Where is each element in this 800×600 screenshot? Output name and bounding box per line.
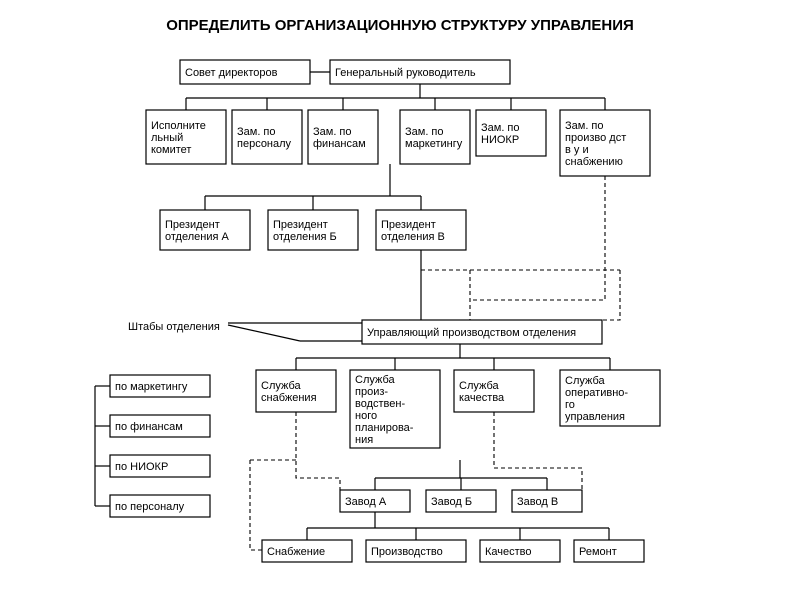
node-pofin: по финансам	[110, 415, 210, 437]
node-label: в у и	[565, 144, 589, 156]
node-label: Президент	[165, 219, 220, 231]
node-zammark: Зам. помаркетингу	[400, 110, 470, 164]
node-zampers: Зам. поперсоналу	[232, 110, 302, 164]
node-label: НИОКР	[481, 134, 519, 146]
node-label: Управляющий производством отделения	[367, 327, 576, 339]
node-label: Завод Б	[431, 496, 472, 508]
node-label: снабжения	[261, 392, 317, 404]
node-label: Снабжение	[267, 546, 325, 558]
node-kach: Качество	[480, 540, 560, 562]
node-label: Служба	[355, 374, 396, 386]
node-label: Зам. по	[313, 126, 352, 138]
node-sovet: Совет директоров	[180, 60, 310, 84]
node-label: Генеральный руководитель	[335, 67, 476, 79]
node-label: льный	[151, 132, 183, 144]
node-zamniokr: Зам. поНИОКР	[476, 110, 546, 156]
node-label: финансам	[313, 138, 366, 150]
node-upr: Управляющий производством отделения	[362, 320, 602, 344]
node-proizv: Производство	[366, 540, 466, 562]
node-label: Совет директоров	[185, 67, 278, 79]
node-label: маркетингу	[405, 138, 463, 150]
edge	[228, 325, 300, 341]
node-zavB: Завод Б	[426, 490, 496, 512]
node-zavV: Завод В	[512, 490, 582, 512]
node-label: снабжению	[565, 156, 623, 168]
node-label: Зам. по	[481, 122, 520, 134]
node-label: Служба	[565, 375, 606, 387]
node-poniokr: по НИОКР	[110, 455, 210, 477]
node-label: Завод А	[345, 496, 387, 508]
node-label: Служба	[459, 380, 500, 392]
node-slsnab: Службаснабжения	[256, 370, 336, 412]
node-remont: Ремонт	[574, 540, 644, 562]
node-label: Качество	[485, 546, 532, 558]
node-zavA: Завод А	[340, 490, 410, 512]
node-label: по персоналу	[115, 501, 185, 513]
node-snab: Снабжение	[262, 540, 352, 562]
node-label: оперативно-	[565, 387, 628, 399]
node-label: Завод В	[517, 496, 558, 508]
node-label: по маркетингу	[115, 381, 188, 393]
node-label: ния	[355, 434, 373, 446]
node-label: Президент	[381, 219, 436, 231]
edge-dashed	[250, 460, 262, 550]
node-label: произво дст	[565, 132, 626, 144]
node-label: комитет	[151, 144, 191, 156]
edge-dashed	[296, 412, 340, 490]
node-label: ного	[355, 410, 377, 422]
node-label: управления	[565, 411, 625, 423]
node-slqual: Службакачества	[454, 370, 534, 412]
node-label: Зам. по	[237, 126, 276, 138]
node-sloper: Службаоперативно-гоуправления	[560, 370, 660, 426]
node-label: персоналу	[237, 138, 292, 150]
node-label: Президент	[273, 219, 328, 231]
node-label: по НИОКР	[115, 461, 168, 473]
node-label: отделения В	[381, 231, 445, 243]
node-label: го	[565, 399, 575, 411]
node-presA: Президентотделения А	[160, 210, 250, 250]
node-label: отделения Б	[273, 231, 337, 243]
label-shtaby: Штабы отделения	[128, 321, 220, 333]
node-label: водствен-	[355, 398, 405, 410]
node-label: отделения А	[165, 231, 229, 243]
node-label: Зам. по	[565, 120, 604, 132]
node-label: качества	[459, 392, 505, 404]
edge-dashed	[470, 176, 605, 300]
node-presB: Президентотделения Б	[268, 210, 358, 250]
node-label: Ремонт	[579, 546, 617, 558]
node-zamfin: Зам. пофинансам	[308, 110, 378, 164]
node-label: Производство	[371, 546, 443, 558]
node-genruk: Генеральный руководитель	[330, 60, 510, 84]
node-ispkom: Исполнительныйкомитет	[146, 110, 226, 164]
node-label: Служба	[261, 380, 302, 392]
node-presV: Президентотделения В	[376, 210, 466, 250]
node-label: произ-	[355, 386, 388, 398]
node-label: Зам. по	[405, 126, 444, 138]
node-slplan: Службапроиз-водствен-ногопланирова-ния	[350, 370, 440, 448]
org-chart: ОПРЕДЕЛИТЬ ОРГАНИЗАЦИОННУЮ СТРУКТУРУ УПР…	[0, 0, 800, 600]
node-label: Исполните	[151, 120, 206, 132]
node-zamprod: Зам. попроизво дств у иснабжению	[560, 110, 650, 176]
node-popers: по персоналу	[110, 495, 210, 517]
node-pomark: по маркетингу	[110, 375, 210, 397]
node-label: по финансам	[115, 421, 183, 433]
node-label: планирова-	[355, 422, 414, 434]
page-title: ОПРЕДЕЛИТЬ ОРГАНИЗАЦИОННУЮ СТРУКТУРУ УПР…	[166, 17, 634, 34]
